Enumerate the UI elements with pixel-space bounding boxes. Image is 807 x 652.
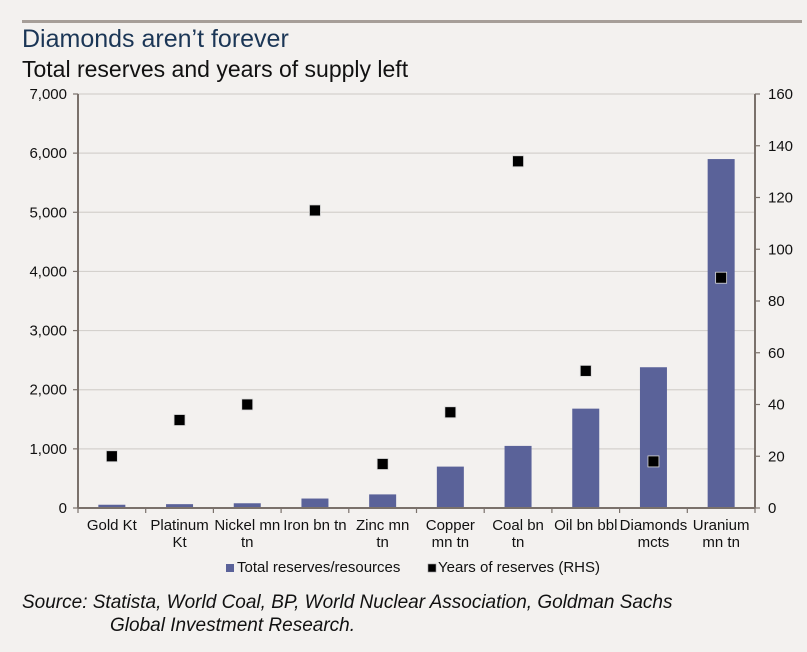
category-label-line: Kt — [172, 534, 187, 551]
source-line-2: Global Investment Research. — [110, 615, 356, 636]
bar — [301, 498, 329, 508]
category-label: Nickel mn tn — [214, 517, 280, 551]
left-tick-label: 7,000 — [29, 86, 67, 103]
left-tick-label: 4,000 — [29, 263, 67, 280]
legend-swatch-marker — [427, 563, 437, 573]
right-tick-label: 20 — [768, 448, 785, 465]
bar — [436, 466, 464, 508]
right-tick-label: 100 — [768, 241, 793, 258]
bar — [504, 445, 532, 508]
marker — [105, 450, 118, 463]
left-tick-label: 2,000 — [29, 382, 67, 399]
bar — [707, 159, 735, 509]
right-tick-label: 0 — [768, 500, 776, 517]
marker — [241, 398, 254, 411]
category-label-line: mn tn — [702, 534, 740, 551]
category-label: Platinum Kt — [150, 517, 208, 551]
marker — [512, 155, 524, 168]
category-label: Iron bn tn — [283, 517, 346, 534]
category-label-line: Oil bn bbl — [554, 517, 617, 534]
left-tick-label: 1,000 — [29, 441, 67, 458]
legend: Total reserves/resources Years of reserve… — [226, 559, 600, 576]
category-label-line: Diamonds — [620, 517, 688, 534]
category-label-line: mcts — [638, 534, 670, 551]
right-tick-label: 40 — [768, 397, 785, 414]
marker — [173, 414, 186, 426]
category-label: Zinc mn tn — [356, 517, 409, 551]
category-label: Gold Kt — [87, 517, 138, 534]
bar — [166, 504, 194, 508]
category-label-line: Coal bn — [492, 517, 544, 534]
gridlines — [78, 93, 755, 450]
marker — [309, 204, 321, 217]
marker — [444, 406, 457, 419]
category-label: Coal bn tn — [492, 517, 544, 551]
legend-label-marker: Years of reserves (RHS) — [438, 559, 600, 576]
left-tick-label: 5,000 — [29, 204, 67, 221]
category-label: Uranium mn tn — [693, 517, 750, 551]
category-label-line: Iron bn tn — [283, 517, 346, 534]
legend-swatch-bar — [226, 564, 234, 572]
right-tick-label: 60 — [768, 345, 785, 362]
chart-title: Diamonds aren’t forever — [22, 25, 289, 53]
right-tick-label: 160 — [768, 86, 793, 103]
bar — [233, 503, 261, 508]
right-tick-label: 120 — [768, 190, 793, 207]
bar — [369, 494, 397, 508]
right-tick-label: 140 — [768, 138, 793, 155]
marker — [647, 455, 660, 468]
right-tick-label: 80 — [768, 293, 785, 310]
legend-label-bar: Total reserves/resources — [237, 559, 400, 576]
left-tick-label: 6,000 — [29, 145, 67, 162]
category-label-line: Platinum — [150, 517, 208, 534]
bar — [98, 504, 126, 508]
category-label: Copper mn tn — [426, 517, 475, 551]
right-axis-ticks: 0 20 40 60 80 100 120 140 160 — [755, 86, 793, 517]
source-note: Source: Statista, World Coal, BP, World … — [22, 591, 673, 637]
category-label-line: Copper — [426, 517, 475, 534]
bars — [98, 159, 735, 509]
left-axis-ticks: 0 1,000 2,000 3,000 4,000 5,000 6,000 7,000 — [29, 86, 78, 517]
left-tick-label: 0 — [59, 500, 67, 517]
category-label-line: mn tn — [432, 534, 470, 551]
bar — [572, 408, 600, 508]
marker — [579, 364, 592, 377]
category-label-line: Uranium — [693, 517, 750, 534]
marker — [715, 271, 728, 284]
marker — [376, 458, 389, 470]
category-label: Oil bn bbl — [554, 517, 617, 534]
category-label-line: Nickel mn — [214, 517, 280, 534]
category-label-line: Gold Kt — [87, 517, 138, 534]
top-rule — [22, 20, 802, 23]
source-line-1: Source: Statista, World Coal, BP, World … — [22, 592, 673, 613]
left-tick-label: 3,000 — [29, 323, 67, 340]
category-label-line: tn — [241, 534, 254, 551]
category-label-line: tn — [376, 534, 389, 551]
markers — [105, 155, 728, 470]
chart-subtitle: Total reserves and years of supply left — [22, 56, 409, 82]
category-label-line: tn — [512, 534, 525, 551]
category-label: Diamonds mcts — [620, 517, 688, 551]
category-label-line: Zinc mn — [356, 517, 409, 534]
bar — [639, 367, 667, 508]
